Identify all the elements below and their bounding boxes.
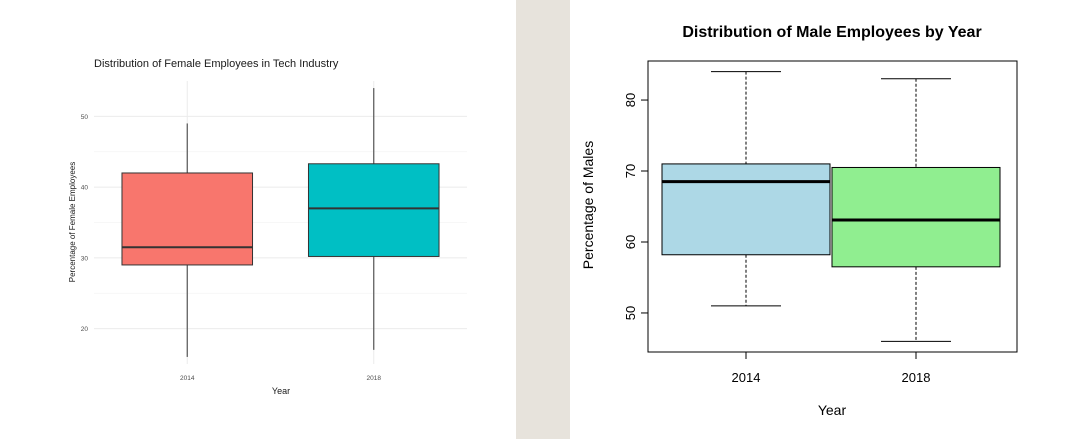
x-axis-ticks: 2014 2018 bbox=[180, 375, 381, 382]
x-tick-label: 2018 bbox=[902, 370, 931, 385]
y-axis-label: Percentage of Female Employees bbox=[68, 162, 77, 283]
box-2014 bbox=[661, 163, 831, 256]
x-axis-label: Year bbox=[818, 402, 847, 418]
box-series bbox=[121, 88, 440, 357]
y-tick-label: 60 bbox=[623, 235, 638, 249]
y-tick-label: 50 bbox=[81, 114, 89, 121]
female-boxplot-chart: 20 30 40 50 2014 2018 Distribution of Female… bbox=[68, 58, 467, 396]
chart-title: Distribution of Male Employees by Year bbox=[682, 24, 981, 41]
male-boxplot-chart: 50 60 70 80 2014 2018 Distribution of Male E… bbox=[580, 24, 1018, 418]
plot-frame bbox=[647, 60, 1018, 353]
y-axis-label: Percentage of Males bbox=[580, 141, 596, 269]
male-chart-panel: 50 60 70 80 2014 2018 Distribution of Male E… bbox=[570, 0, 1074, 439]
x-axis-ticks: 2014 2018 bbox=[732, 352, 931, 385]
box-2014 bbox=[121, 172, 254, 266]
x-tick-label: 2014 bbox=[180, 375, 195, 382]
x-tick-label: 2014 bbox=[732, 370, 761, 385]
box-series bbox=[661, 71, 1001, 342]
box-2018 bbox=[831, 166, 1001, 268]
y-tick-label: 80 bbox=[623, 93, 638, 107]
x-tick-label: 2018 bbox=[367, 375, 382, 382]
box-2018 bbox=[307, 163, 440, 257]
female-chart-panel: 20 30 40 50 2014 2018 Distribution of Female… bbox=[0, 0, 516, 439]
x-axis-label: Year bbox=[272, 386, 290, 396]
y-tick-label: 40 bbox=[81, 185, 89, 192]
y-tick-label: 70 bbox=[623, 164, 638, 178]
y-axis-ticks: 50 60 70 80 bbox=[623, 93, 648, 320]
chart-title: Distribution of Female Employees in Tech… bbox=[94, 58, 339, 70]
y-tick-label: 20 bbox=[81, 326, 89, 333]
y-tick-label: 30 bbox=[81, 255, 89, 262]
y-axis-ticks: 20 30 40 50 bbox=[81, 114, 89, 333]
y-tick-label: 50 bbox=[623, 306, 638, 320]
